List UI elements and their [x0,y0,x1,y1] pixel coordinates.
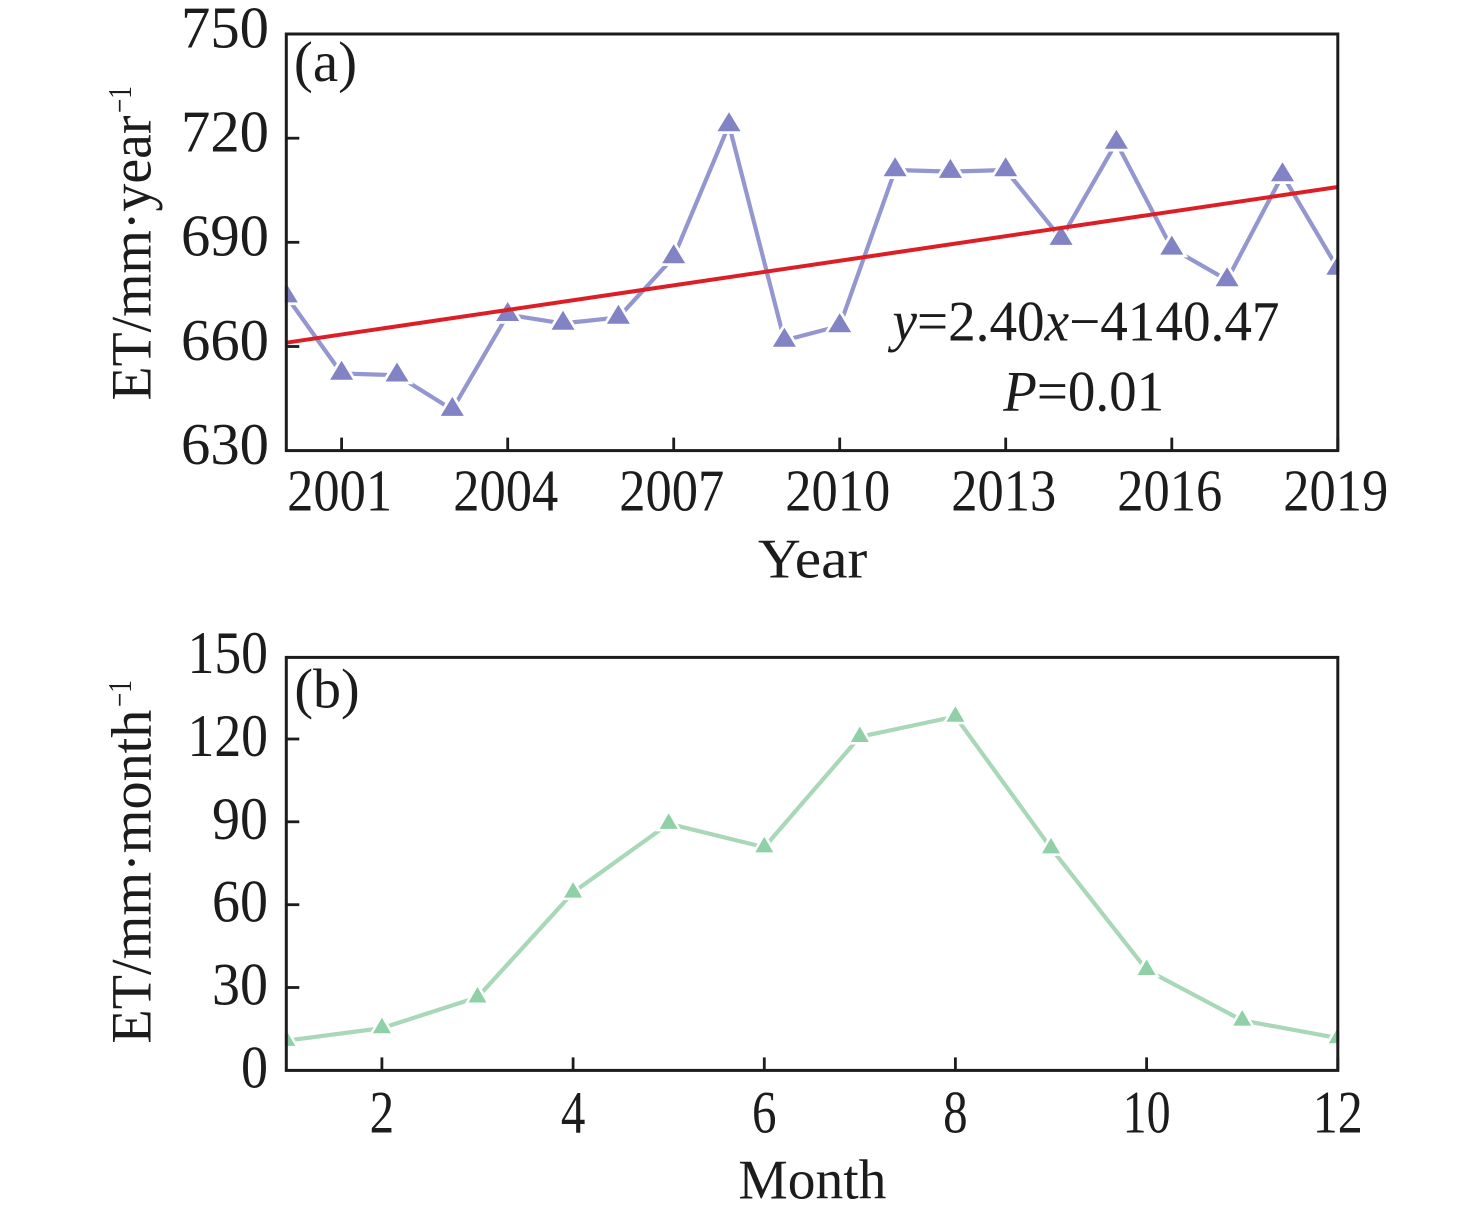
svg-text:660: 660 [181,307,269,373]
svg-text:30: 30 [212,952,268,1018]
svg-text:120: 120 [188,703,269,769]
svg-text:90: 90 [212,786,268,852]
svg-text:630: 630 [181,411,269,477]
svg-text:690: 690 [181,203,269,269]
svg-text:−1: −1 [102,86,139,113]
svg-text:y=2.40x−4140.47: y=2.40x−4140.47 [888,290,1280,353]
svg-text:720: 720 [181,99,269,165]
svg-text:2: 2 [370,1080,395,1146]
svg-text:2001: 2001 [287,458,392,524]
svg-text:150: 150 [188,620,269,686]
svg-text:(b): (b) [294,659,359,721]
svg-text:2007: 2007 [619,458,724,524]
svg-text:−1: −1 [102,680,139,707]
svg-text:6: 6 [752,1080,777,1146]
svg-text:750: 750 [181,0,269,60]
svg-text:P=0.01: P=0.01 [1002,360,1164,423]
svg-text:2010: 2010 [785,458,890,524]
svg-text:60: 60 [212,869,268,935]
svg-text:2016: 2016 [1117,458,1222,524]
svg-text:10: 10 [1123,1080,1171,1146]
svg-text:2019: 2019 [1283,458,1388,524]
svg-text:Year: Year [758,528,868,590]
svg-text:0: 0 [241,1034,268,1100]
svg-text:2004: 2004 [453,458,558,524]
svg-text:8: 8 [943,1080,968,1146]
svg-text:(a): (a) [294,31,357,94]
svg-text:12: 12 [1313,1080,1363,1146]
svg-text:ET/mm·year: ET/mm·year [100,115,163,400]
svg-text:ET/mm·month: ET/mm·month [100,710,163,1044]
svg-text:2013: 2013 [951,458,1056,524]
svg-text:4: 4 [561,1080,586,1146]
svg-text:Month: Month [738,1149,886,1211]
